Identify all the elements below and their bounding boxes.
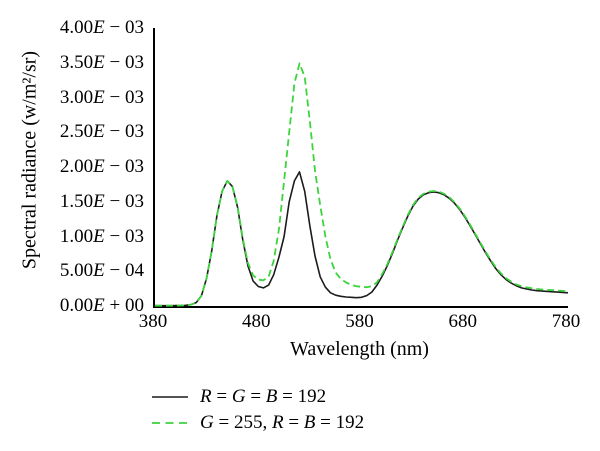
y-tick-label: 2.50E − 03 bbox=[59, 121, 144, 143]
series-line-dashed bbox=[155, 62, 569, 307]
y-tick-label: 3.50E − 03 bbox=[59, 51, 144, 73]
y-tick-label: 0.00E + 00 bbox=[59, 295, 144, 316]
y-tick-label: 5.00E − 04 bbox=[59, 260, 144, 282]
legend-solid-line-icon bbox=[152, 396, 188, 398]
x-tick-label: 680 bbox=[448, 311, 478, 332]
y-tick-label: 3.00E − 03 bbox=[59, 86, 144, 108]
legend: R = G = B = 192 G = 255, R = B = 192 bbox=[152, 384, 364, 436]
x-tick-label: 780 bbox=[551, 311, 581, 332]
plot-svg bbox=[155, 62, 569, 307]
x-tick-label: 380 bbox=[138, 311, 168, 332]
legend-dashed-line-icon bbox=[152, 422, 188, 424]
y-tick-label: 2.00E − 03 bbox=[59, 156, 144, 177]
y-tick-label: 1.50E − 03 bbox=[59, 190, 144, 212]
legend-label-dashed: G = 255, R = B = 192 bbox=[200, 412, 365, 433]
plot-area bbox=[153, 28, 569, 308]
legend-label-solid: R = G = B = 192 bbox=[200, 386, 327, 407]
series-line-solid bbox=[155, 171, 569, 307]
y-tick-label: 1.00E − 03 bbox=[59, 225, 144, 247]
legend-item-solid: R = G = B = 192 bbox=[152, 384, 364, 410]
x-tick-label: 480 bbox=[242, 311, 271, 332]
x-axis-title: Wavelength (nm) bbox=[290, 338, 429, 360]
legend-item-dashed: G = 255, R = B = 192 bbox=[152, 410, 364, 436]
y-tick-label: 4.00E − 03 bbox=[59, 17, 144, 38]
x-tick-label: 580 bbox=[345, 311, 374, 332]
